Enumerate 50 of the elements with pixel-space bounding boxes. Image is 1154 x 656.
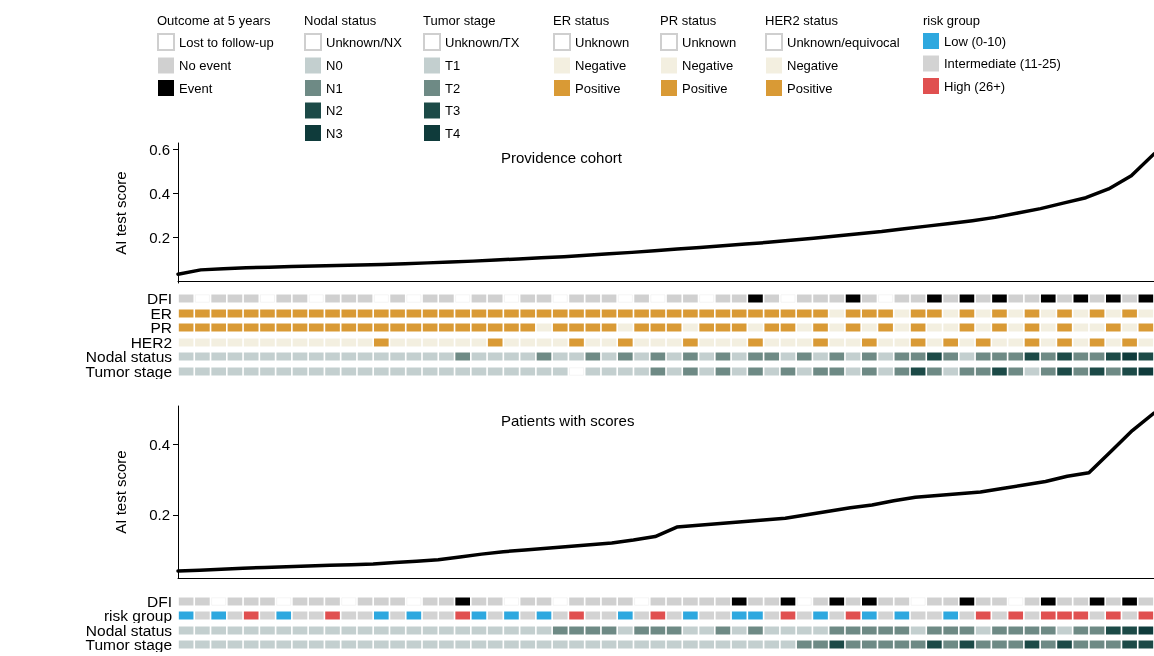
legend-label: T1 bbox=[445, 58, 461, 73]
legend-label: T4 bbox=[445, 125, 461, 141]
legend-label: Intermediate (11-25) bbox=[944, 56, 1061, 71]
legend-label: Negative bbox=[787, 58, 839, 73]
y-axis-title: risk group bbox=[103, 606, 173, 624]
legend-label: Event bbox=[179, 80, 213, 96]
legend-label: Negative bbox=[575, 58, 627, 73]
legend-label: Unknown bbox=[682, 34, 737, 50]
legend-label: N1 bbox=[326, 80, 343, 96]
y-axis-title: Nodal status bbox=[85, 347, 173, 365]
text: Patients with scores bbox=[501, 412, 635, 429]
y-axis-title: HER2 bbox=[130, 333, 173, 350]
y-axis-title: AI test score bbox=[112, 171, 129, 255]
legend-label: Unknown bbox=[575, 34, 630, 50]
legend-title: Outcome at 5 years bbox=[157, 13, 271, 28]
legend-title: risk group bbox=[923, 13, 981, 28]
legend-label: Unknown/equivocal bbox=[787, 34, 900, 50]
y-axis-title: AI test score bbox=[112, 450, 129, 534]
y-axis-title: DFI bbox=[147, 592, 172, 609]
y-tick-label: 0.4 bbox=[149, 184, 170, 202]
y-axis-title: ER bbox=[150, 304, 173, 321]
legend-title: PR status bbox=[660, 13, 717, 28]
legend-label: T2 bbox=[445, 80, 461, 96]
chart-title: Providence cohort bbox=[501, 149, 623, 166]
y-tick-label: 0.4 bbox=[149, 436, 170, 454]
y-tick-label: 0.2 bbox=[149, 228, 170, 246]
legend-label: Unknown/TX bbox=[445, 34, 520, 50]
legend-title: HER2 status bbox=[765, 13, 839, 28]
legend-label: Positive bbox=[682, 80, 728, 96]
legend-label: Positive bbox=[575, 80, 621, 96]
legend-label: Unknown/NX bbox=[326, 34, 403, 50]
y-axis-title: Tumor stage bbox=[85, 362, 173, 379]
legend-label: Positive bbox=[787, 80, 833, 96]
y-tick-label: 0.2 bbox=[149, 506, 170, 524]
y-axis-title: DFI bbox=[147, 289, 172, 306]
legend-label: High (26+) bbox=[944, 78, 1006, 94]
y-axis-title: Tumor stage bbox=[85, 635, 173, 653]
legend-label: Negative bbox=[682, 58, 734, 73]
legend-title: Tumor stage bbox=[423, 13, 496, 28]
legend-label: N3 bbox=[326, 125, 343, 141]
y-tick-label: 0.6 bbox=[149, 141, 170, 159]
legend-label: N2 bbox=[326, 103, 343, 118]
y-axis-title: PR bbox=[150, 318, 173, 336]
legend-label: Lost to follow-up bbox=[179, 34, 274, 50]
legend-label: N0 bbox=[326, 58, 343, 73]
legend-title: Nodal status bbox=[304, 13, 377, 28]
legend-title: ER status bbox=[553, 13, 610, 28]
legend-label: T3 bbox=[445, 103, 461, 118]
legend-label: Low (0-10) bbox=[944, 33, 1007, 49]
legend-label: No event bbox=[179, 58, 232, 73]
